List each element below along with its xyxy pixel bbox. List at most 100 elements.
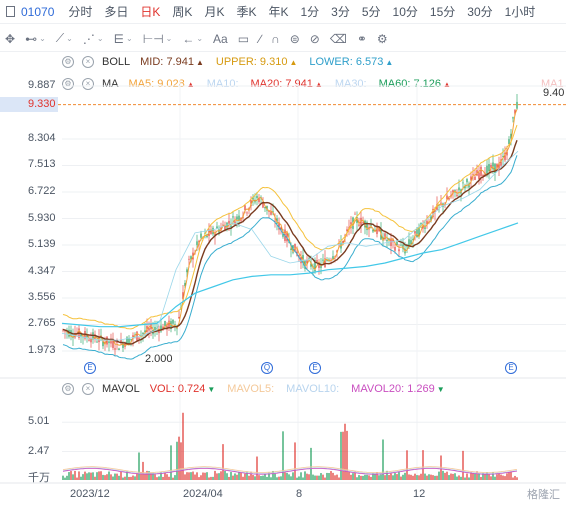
volume-bar xyxy=(100,471,102,480)
mavol20-value: MAVOL20: 1.269 ▼ xyxy=(351,383,445,395)
candle-body xyxy=(126,337,128,346)
trash-icon[interactable]: ⌫ xyxy=(329,31,347,46)
volume-bar xyxy=(184,474,186,480)
range-icon[interactable]: ⋿ ⌄ xyxy=(113,31,133,46)
panel-toggle-icon[interactable] xyxy=(6,6,15,17)
volume-bar xyxy=(282,431,284,480)
price-tick-label: 6.722 xyxy=(28,184,56,197)
candle-body xyxy=(264,206,266,209)
move-icon[interactable]: ✥ xyxy=(5,31,16,46)
candle-body xyxy=(392,239,394,243)
close-icon[interactable]: × xyxy=(82,383,94,395)
volume-bar xyxy=(418,475,420,480)
candle-body xyxy=(168,320,170,328)
tab-30min[interactable]: 30分 xyxy=(467,5,493,19)
volume-bar xyxy=(424,473,426,480)
volume-bar xyxy=(240,472,242,480)
volume-bar xyxy=(338,477,340,480)
volume-bar xyxy=(102,474,104,480)
close-icon[interactable]: × xyxy=(82,78,94,90)
volume-bar xyxy=(200,475,202,480)
candle-body xyxy=(96,341,98,343)
volume-bar xyxy=(94,476,96,480)
tab-10min[interactable]: 10分 xyxy=(392,5,418,19)
ma10-value: MA10: xyxy=(206,78,239,90)
candle-body xyxy=(332,256,334,259)
volume-bar xyxy=(114,473,116,480)
tab-quarter-k[interactable]: 季K xyxy=(236,5,257,19)
volume-bar xyxy=(464,477,466,480)
ruler-icon[interactable]: ∕ xyxy=(259,31,262,46)
volume-bar xyxy=(260,475,262,480)
event-marker-e[interactable]: E xyxy=(84,362,96,374)
link-icon[interactable]: ⚭ xyxy=(356,31,367,46)
candle-body xyxy=(398,249,400,252)
settings-icon[interactable]: ⚙ xyxy=(62,78,74,90)
event-marker-q[interactable]: Q xyxy=(261,362,273,374)
volume-bar xyxy=(118,475,120,480)
volume-bar xyxy=(472,472,474,480)
last-price-tag: 9.330 xyxy=(0,97,58,112)
candle-body xyxy=(166,324,168,330)
candle-body xyxy=(400,244,402,246)
tab-15min[interactable]: 15分 xyxy=(429,5,456,19)
arrow-icon[interactable]: ← ⌄ xyxy=(182,31,204,46)
tab-duori[interactable]: 多日 xyxy=(104,5,129,19)
candle-body xyxy=(120,339,122,344)
candle-body xyxy=(164,321,166,327)
volume-bar xyxy=(372,473,374,480)
tab-day-k[interactable]: 日K xyxy=(140,5,161,19)
volume-bar xyxy=(194,474,196,480)
volume-bar xyxy=(288,474,290,480)
tab-1hour[interactable]: 1小时 xyxy=(504,5,536,19)
ma30-value: MA30: xyxy=(334,78,367,90)
wave-icon[interactable]: ⋰ ⌄ xyxy=(82,31,104,46)
volume-bar xyxy=(234,473,236,480)
volume-bar xyxy=(368,475,370,480)
price-tick-label: 7.513 xyxy=(28,158,56,171)
tab-1min[interactable]: 1分 xyxy=(300,5,320,19)
close-icon[interactable]: × xyxy=(82,56,94,68)
line-icon[interactable]: ⊷ ⌄ xyxy=(25,31,46,46)
tab-year-k[interactable]: 年K xyxy=(268,5,289,19)
volume-bar xyxy=(64,477,66,480)
volume-bar xyxy=(176,441,178,480)
volume-bar xyxy=(322,474,324,480)
text-tool[interactable]: Aa xyxy=(213,31,228,46)
volume-bar xyxy=(300,472,302,480)
candle-body xyxy=(324,258,326,268)
event-marker-e[interactable]: E xyxy=(505,362,517,374)
volume-bar xyxy=(330,471,332,480)
eye-icon[interactable]: ⊜ xyxy=(289,31,300,46)
volume-bar xyxy=(238,471,240,480)
volume-bar xyxy=(360,475,362,480)
measure-icon[interactable]: ⊢⊣ ⌄ xyxy=(142,31,173,46)
event-marker-e[interactable]: E xyxy=(309,362,321,374)
volume-bar xyxy=(412,475,414,480)
brush-icon[interactable]: ⟋ ⌄ xyxy=(55,31,73,45)
candle-body xyxy=(496,163,498,170)
comment-icon[interactable]: ▭ xyxy=(237,31,250,46)
candle-body xyxy=(366,222,368,231)
candle-body xyxy=(480,166,482,176)
tab-month-k[interactable]: 月K xyxy=(204,5,225,19)
tab-week-k[interactable]: 周K xyxy=(172,5,193,19)
volume-bar xyxy=(82,474,84,480)
settings-icon[interactable]: ⚙ xyxy=(62,56,74,68)
tab-fenshi[interactable]: 分时 xyxy=(68,5,93,19)
candle-body xyxy=(362,222,364,224)
settings-icon[interactable]: ⚙ xyxy=(376,31,388,46)
magnet-icon[interactable]: ∩ xyxy=(271,31,280,46)
volume-bar xyxy=(332,472,334,480)
candle-body xyxy=(128,338,130,345)
tab-5min[interactable]: 5分 xyxy=(361,5,381,19)
candle-body xyxy=(412,239,414,240)
candle-body xyxy=(358,224,360,226)
volume-bar xyxy=(232,475,234,480)
settings-icon[interactable]: ⚙ xyxy=(62,383,74,395)
tab-3min[interactable]: 3分 xyxy=(331,5,350,19)
candle-body xyxy=(370,225,372,226)
candle-body xyxy=(172,319,174,324)
hide-icon[interactable]: ⊘ xyxy=(309,31,320,46)
